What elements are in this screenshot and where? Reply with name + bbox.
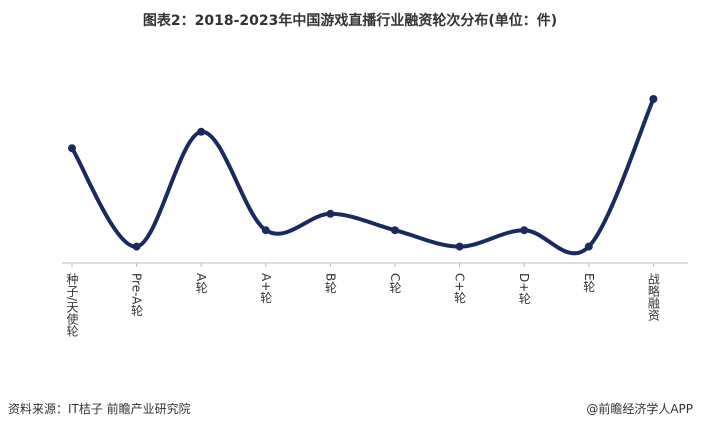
point	[261, 226, 270, 235]
x-tick-label: A+轮	[259, 273, 273, 304]
x-tick-label: Pre-A轮	[130, 273, 144, 317]
credit: @前瞻经济学人APP	[586, 401, 693, 416]
chart-title: 图表2：2018-2023年中国游戏直播行业融资轮次分布(单位：件)	[143, 12, 557, 29]
point	[68, 144, 76, 153]
point	[584, 242, 593, 251]
x-tick-label: 种子/天使轮	[65, 273, 79, 338]
x-tick-label: C轮	[388, 273, 402, 294]
point	[197, 127, 206, 136]
point	[649, 95, 658, 103]
x-tick-label: D+轮	[517, 273, 531, 305]
x-tick-label: C+轮	[453, 273, 467, 304]
point	[520, 226, 529, 235]
x-tick-label: E轮	[582, 273, 596, 293]
point	[326, 209, 335, 218]
x-tick-label: A轮	[194, 273, 208, 294]
point	[455, 242, 464, 251]
line	[70, 98, 656, 256]
source: 资料来源：IT桔子 前瞻产业研究院	[8, 401, 191, 416]
point	[391, 226, 399, 235]
point	[132, 242, 141, 251]
x-tick-label: 战略融资	[646, 273, 660, 322]
x-tick-label: B轮	[323, 273, 337, 294]
